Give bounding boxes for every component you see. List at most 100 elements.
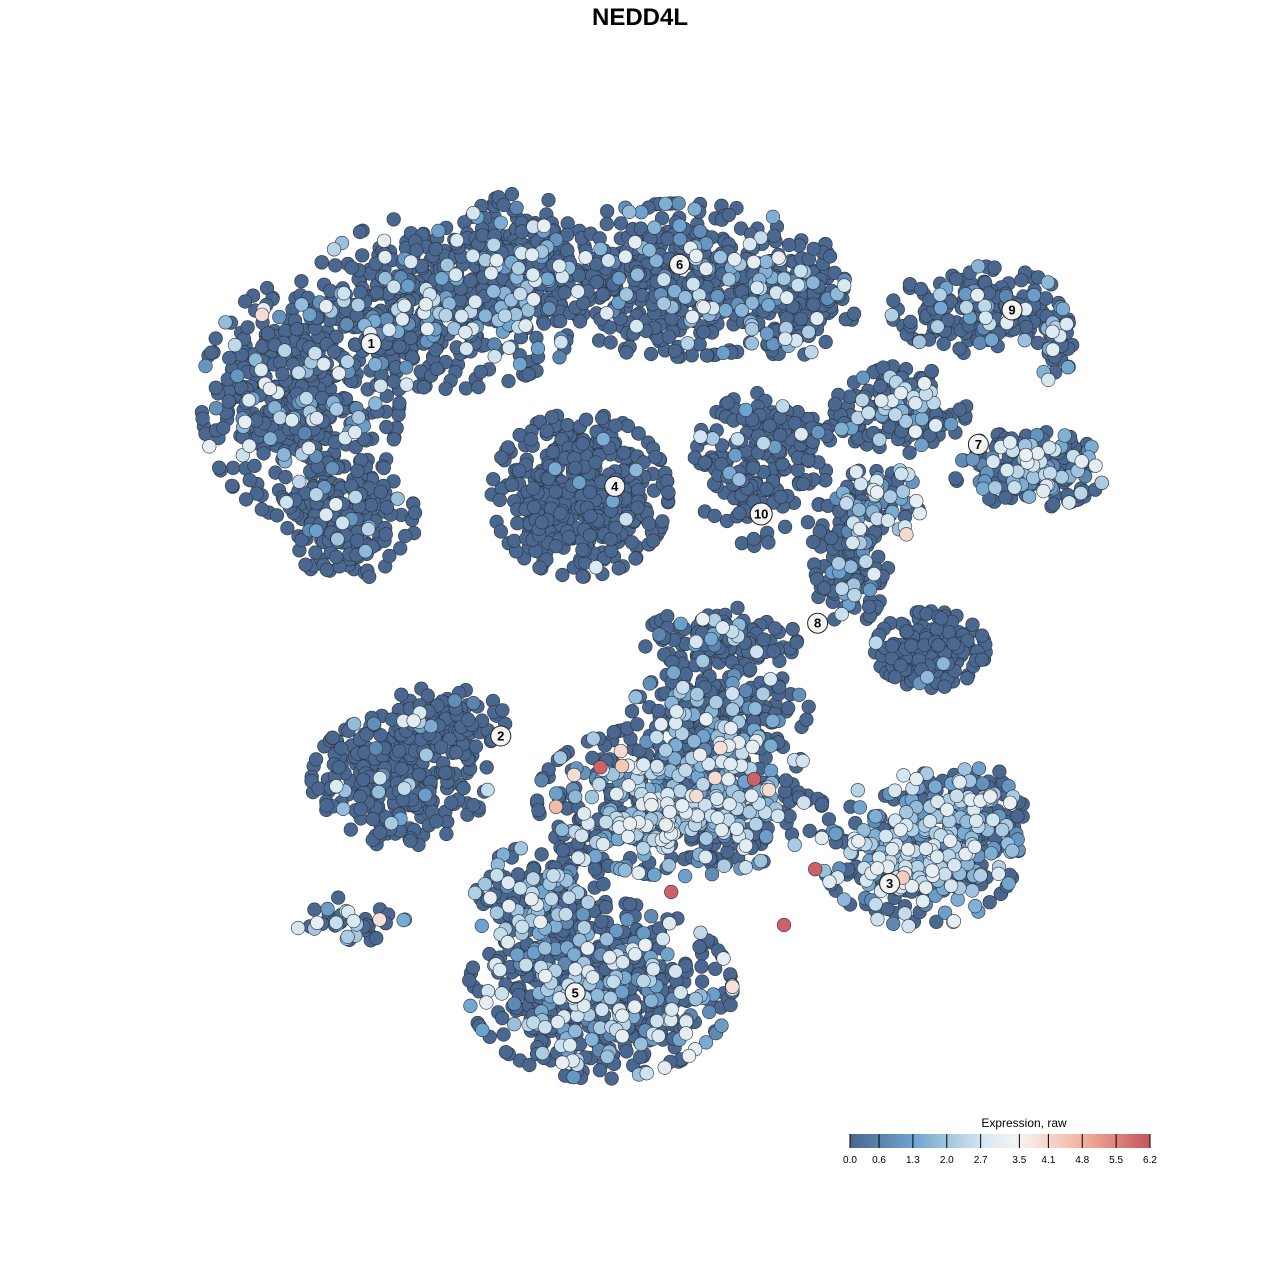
cell-point [392,743,407,759]
cell-point [462,973,477,988]
cell-point [822,249,838,264]
cell-point [931,638,946,653]
cell-point [660,231,675,246]
cell-point [548,484,564,499]
cell-point [353,789,368,804]
cell-point [723,997,738,1013]
cell-point [790,462,805,478]
cell-point [806,241,821,256]
cell-point [456,780,471,796]
cell-point [887,669,903,685]
cell-point [801,699,816,714]
cell-point [762,418,777,433]
cell-point [356,772,371,787]
cell-point [548,538,564,554]
cell-point [394,687,409,702]
cell-point [696,324,711,340]
cell-point [255,339,270,354]
cell-point [1046,497,1061,512]
cell-point [904,638,919,653]
cell-point [355,248,370,263]
cell-point [350,463,365,478]
cell-point [434,740,449,755]
cell-point [646,533,661,548]
cell-point [475,228,490,243]
cell-point [974,628,990,643]
cell-point [732,506,747,521]
cell-point [799,712,814,727]
cell-point [801,452,816,468]
cell-point [376,460,391,476]
cell-point [353,801,368,817]
cell-point [785,621,800,637]
cell-point [314,255,329,270]
cell-point [802,823,817,839]
cell-point [730,600,745,615]
cell-point [557,285,572,300]
cell-point [319,562,335,578]
cell-point [948,471,963,486]
cell-point [756,632,772,647]
cell-point [428,342,443,357]
cell-point [613,216,629,231]
cell-point [622,897,638,912]
cell-point [902,445,917,460]
cell-point [630,717,645,732]
cell-point [329,549,344,565]
cell-point [222,351,237,366]
cell-point [694,974,710,989]
cell-point [1038,291,1053,306]
cell-point [583,509,598,524]
cell-point [471,380,486,395]
cell-point [365,811,380,827]
cell-point [294,274,309,289]
cell-point [504,477,519,492]
cell-point [224,478,240,493]
cell-point [775,457,790,472]
cell-point [536,316,552,331]
cell-point [373,825,388,840]
cell-point [495,1010,510,1026]
cell-point [392,396,407,411]
cell-point [952,341,967,356]
cell-point [386,212,401,227]
cell-point [269,508,285,523]
cell-point [438,381,453,396]
cell-point [794,311,809,326]
cell-point [238,294,253,309]
cell-point [260,326,276,341]
cell-point [937,679,952,694]
cell-point [575,569,590,584]
cell-point [594,411,610,426]
cell-point [560,243,575,258]
cell-point [416,380,431,395]
cell-point [289,322,305,337]
cell-point [386,374,402,389]
cell-point [699,348,715,363]
cell-point [439,826,454,842]
cell-point [814,797,830,812]
cell-point [766,644,781,659]
cell-point [496,1027,511,1042]
cell-point [555,567,570,583]
cell-point [667,343,683,359]
cell-point [492,492,507,508]
cell-point [575,436,590,451]
cell-point [386,432,401,447]
cell-point [479,760,494,775]
cell-point [903,314,918,330]
chart-title: NEDD4L [591,4,688,31]
cell-point [816,581,832,596]
cell-point [204,345,219,360]
cell-point [638,639,653,654]
cell-point [743,662,758,677]
cell-point [226,460,241,475]
cell-point [871,549,886,564]
cell-point [759,481,774,497]
cell-point [239,492,254,507]
cell-point [772,428,788,443]
cell-point [473,364,488,380]
cell-point [449,745,464,760]
cell-point [789,635,804,650]
cell-point [511,463,527,478]
